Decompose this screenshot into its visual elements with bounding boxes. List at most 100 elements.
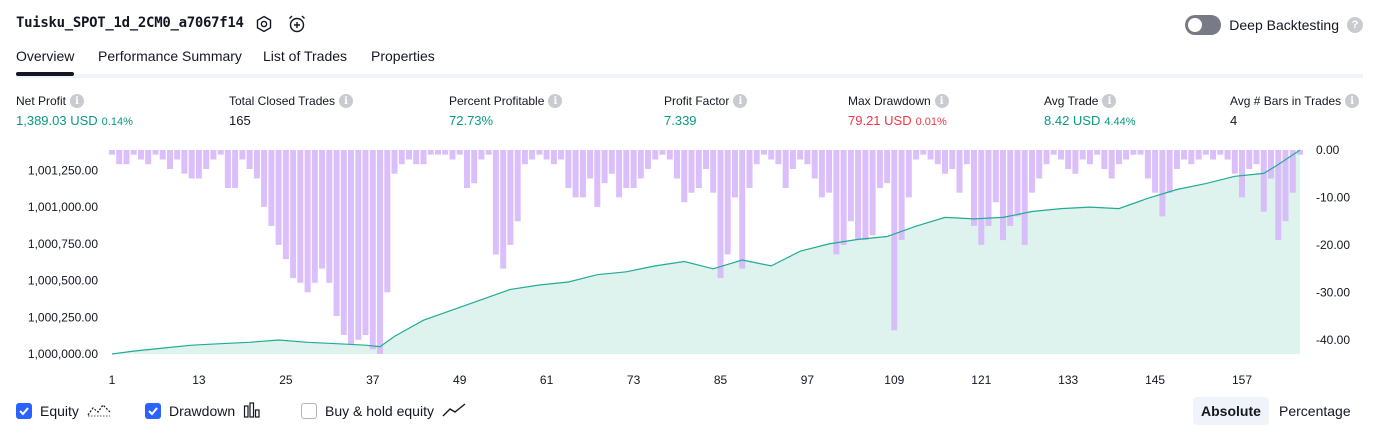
info-icon[interactable]: i [1345,94,1360,108]
percentage-toggle[interactable]: Percentage [1279,403,1351,419]
metric-percent: 0.14% [101,116,133,128]
drawdown-bar [123,150,130,165]
x-axis-tick-label: 97 [801,373,815,387]
drawdown-bar [608,150,615,174]
info-icon[interactable]: i [733,94,748,108]
equity-line-icon [87,402,111,421]
drawdown-bar [464,150,470,188]
alarm-clock-plus-icon[interactable] [285,12,309,36]
drawdown-bar [297,150,304,283]
drawdown-bar [261,150,268,207]
metric-label: Max Drawdown [848,94,931,108]
tab-list-of-trades[interactable]: List of Trades [263,48,348,64]
metric-total-closed-trades: Total Closed Trades i 165 [229,94,354,128]
drawdown-bar [630,150,637,188]
metric-avg-bars-in-trades: Avg # Bars in Trades i 4 [1230,94,1360,128]
drawdown-bar [724,150,731,255]
drawdown-bar [362,150,369,335]
drawdown-bar [384,150,391,293]
drawdown-bar [543,150,550,160]
info-icon[interactable]: i [548,94,563,108]
left-axis-tick-label: 1,001,000.00 [28,200,98,214]
info-icon[interactable]: i [1102,94,1117,108]
left-axis-tick-label: 1,001,250.00 [28,163,98,177]
drawdown-bar [659,150,666,155]
drawdown-bar [195,150,202,179]
x-axis-tick-label: 25 [279,373,293,387]
x-axis-tick-label: 73 [627,373,641,387]
metric-label: Profit Factor [664,94,730,108]
deep-backtesting-toggle[interactable] [1185,15,1222,35]
drawdown-bar [1210,150,1217,160]
drawdown-bar [1289,150,1296,193]
drawdown-bar [348,150,354,345]
equity-drawdown-chart[interactable]: 1,001,250.00 1,001,000.00 1,000,750.00 1,00… [0,140,1379,390]
drawdown-bar [1014,150,1021,217]
drawdown-bar [601,150,608,184]
info-icon[interactable]: i [934,94,949,108]
drawdown-bar [913,150,920,160]
equity-area [112,150,1300,354]
drawdown-bar [442,150,449,155]
legend-equity[interactable]: Equity [16,401,111,421]
x-axis-tick-label: 133 [1058,373,1078,387]
drawdown-bar [623,150,630,188]
drawdown-bar [1195,150,1202,160]
drawdown-bar [290,150,297,279]
drawdown-bar [369,150,376,350]
drawdown-bar [695,150,702,188]
drawdown-bar [1166,150,1173,193]
drawdown-bar [1021,150,1028,245]
drawdown-checkbox[interactable] [145,403,161,419]
drawdown-bar [768,150,775,160]
right-axis-tick-label: -20.00 [1316,238,1350,252]
drawdown-bar [1239,150,1245,198]
drawdown-bar [804,150,811,165]
equity-checkbox[interactable] [16,403,32,419]
tab-performance-summary[interactable]: Performance Summary [98,48,242,64]
legend-label: Drawdown [169,403,236,419]
absolute-toggle[interactable]: Absolute [1193,397,1269,425]
drawdown-bar [565,150,572,188]
settings-hexagon-icon[interactable] [252,12,276,36]
legend-buy-hold[interactable]: Buy & hold equity [301,401,466,421]
drawdown-bar [449,150,456,160]
drawdown-bar [579,150,586,198]
drawdown-bar [826,150,833,193]
drawdown-bar [529,150,536,160]
drawdown-bar [1123,150,1130,160]
metric-net-profit: Net Profit i 1,389.03 USD 0.14% [16,94,133,128]
drawdown-bar [217,150,224,155]
drawdown-bar [1144,150,1151,179]
drawdown-bar [1050,150,1057,155]
equity-line [111,149,1301,355]
tab-properties[interactable]: Properties [371,48,435,64]
drawdown-bar [963,150,970,165]
left-axis-tick-label: 1,000,250.00 [28,310,98,324]
info-icon[interactable]: i [70,94,85,108]
drawdown-bar [167,150,173,169]
right-axis-tick-label: -10.00 [1316,190,1350,204]
strategy-header: Tuisku_SPOT_1d_2CM0_a7067f14 Deep Backte… [16,12,1363,38]
x-axis-tick-label: 85 [714,373,728,387]
drawdown-bar [797,150,804,160]
drawdown-bar [109,150,115,155]
drawdown-bar [391,150,398,174]
drawdown-bar [594,150,601,207]
drawdown-bar [492,150,499,255]
buy-hold-checkbox[interactable] [301,403,317,419]
drawdown-bar [326,150,333,283]
drawdown-bar [869,150,876,236]
legend-drawdown[interactable]: Drawdown [145,401,261,421]
metric-profit-factor: Profit Factor i 7.339 [664,94,748,128]
tab-overview[interactable]: Overview [16,48,75,76]
strategy-title: Tuisku_SPOT_1d_2CM0_a7067f14 [16,15,244,31]
help-icon[interactable]: ? [1347,17,1363,33]
drawdown-bar [304,150,311,293]
info-icon[interactable]: i [339,94,354,108]
drawdown-bar [666,150,673,160]
legend-label: Buy & hold equity [325,403,434,419]
drawdown-bar [710,150,717,193]
drawdown-bar [753,150,760,165]
drawdown-bar [855,150,862,241]
